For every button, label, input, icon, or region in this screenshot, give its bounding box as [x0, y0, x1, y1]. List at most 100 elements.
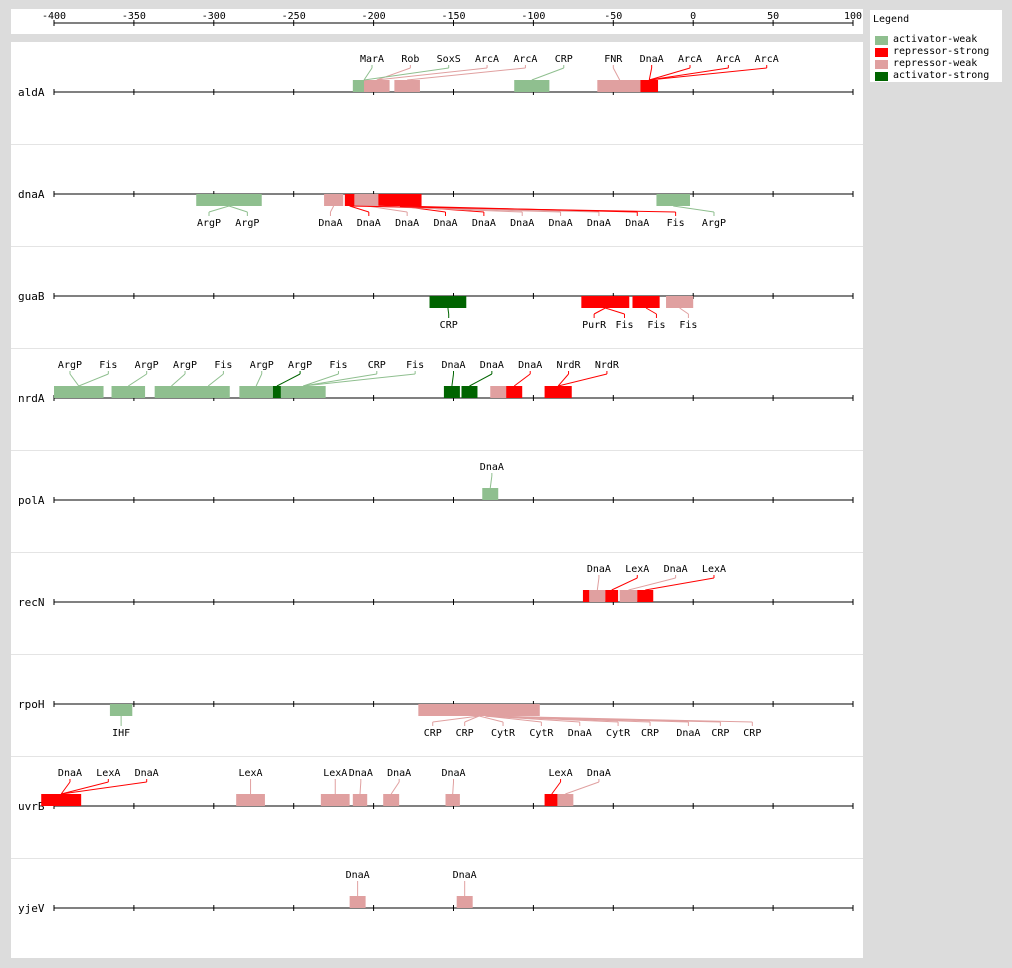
binding-site-box: [619, 590, 638, 602]
legend-title: Legend: [873, 14, 910, 25]
gene-track-nrdA: nrdA ArgP Fis ArgP ArgP Fis ArgP ArgP Fis CRP Fis D…: [11, 348, 863, 405]
factor-label: DnaA: [318, 218, 342, 229]
factor-label: DnaA: [441, 768, 465, 779]
factor-label: LexA: [702, 564, 726, 575]
factor-label: CytR: [491, 728, 516, 739]
label-connector: [605, 307, 625, 315]
axis-tick-label: 100: [844, 11, 862, 22]
label-connector: [228, 205, 248, 213]
factor-label: CRP: [711, 728, 729, 739]
legend-label: activator-weak: [893, 34, 978, 45]
factor-label: DnaA: [640, 54, 664, 65]
gene-name: uvrB: [18, 800, 45, 813]
label-connector: [565, 781, 600, 795]
label-connector: [359, 781, 362, 795]
factor-label: CRP: [424, 728, 442, 739]
factor-label: DnaA: [480, 462, 504, 473]
factor-label: DnaA: [58, 768, 82, 779]
axis-tick-label: -100: [521, 11, 545, 22]
label-connector: [628, 577, 676, 591]
factor-label: DnaA: [587, 768, 611, 779]
factor-label: ArgP: [235, 218, 259, 229]
label-connector: [128, 373, 147, 387]
label-connector: [551, 781, 561, 795]
label-connector: [464, 715, 480, 723]
label-connector: [478, 715, 504, 723]
binding-site-box: [506, 386, 523, 398]
label-connector: [330, 205, 335, 213]
binding-site-box: [239, 386, 273, 398]
label-connector: [645, 577, 715, 591]
binding-site-box: [597, 80, 643, 92]
factor-label: DnaA: [510, 218, 534, 229]
factor-label: LexA: [323, 768, 347, 779]
binding-site-box: [383, 794, 400, 806]
factor-label: DnaA: [433, 218, 457, 229]
label-connector: [451, 373, 454, 387]
label-connector: [593, 307, 606, 315]
legend-label: repressor-weak: [893, 58, 978, 69]
factor-label: Fis: [406, 360, 424, 371]
gene-track-polA: polA DnaA: [11, 450, 863, 507]
label-connector: [276, 373, 301, 387]
factor-label: ArgP: [702, 218, 726, 229]
binding-site-box: [354, 194, 380, 206]
factor-label: ArgP: [197, 218, 221, 229]
factor-label: Fis: [679, 320, 697, 331]
factor-label: DnaA: [395, 218, 419, 229]
label-connector: [489, 475, 493, 489]
factor-label: MarA: [360, 54, 384, 65]
factor-label: DnaA: [568, 728, 592, 739]
factor-label: ArcA: [475, 54, 499, 65]
label-connector: [407, 67, 526, 81]
binding-site-box: [666, 296, 694, 308]
factor-label: NrdR: [557, 360, 582, 371]
factor-label: Rob: [401, 54, 419, 65]
factor-label: PurR: [582, 320, 607, 331]
factor-label: IHF: [112, 728, 130, 739]
binding-site-box: [445, 794, 460, 806]
gene-name: nrdA: [18, 392, 45, 405]
factor-label: LexA: [96, 768, 120, 779]
factor-label: ArgP: [173, 360, 197, 371]
label-connector: [376, 67, 411, 81]
factor-label: DnaA: [664, 564, 688, 575]
label-connector: [171, 373, 186, 387]
binding-site-box: [637, 590, 654, 602]
binding-site-box: [582, 590, 590, 602]
axis-panel: -400 -350 -300 -250 -200 -150 -100 -50 0 50 100: [11, 9, 863, 34]
binding-site-box: [443, 386, 460, 398]
gene-name: polA: [18, 494, 45, 507]
gene-name: rpoH: [18, 698, 45, 711]
label-connector: [367, 205, 408, 213]
factor-label: ArgP: [58, 360, 82, 371]
legend-label: activator-strong: [893, 70, 990, 81]
factor-label: DnaA: [357, 218, 381, 229]
binding-site-box: [41, 794, 82, 806]
factor-label: CRP: [368, 360, 386, 371]
factor-label: ArgP: [135, 360, 159, 371]
factor-label: NrdR: [595, 360, 620, 371]
label-connector: [432, 715, 480, 723]
factor-label: DnaA: [349, 768, 373, 779]
label-connector: [61, 781, 109, 795]
gene-track-recN: recN DnaA LexA DnaA LexA: [11, 552, 863, 609]
label-connector: [649, 67, 729, 81]
factor-label: DnaA: [135, 768, 159, 779]
gene-name: aldA: [18, 86, 45, 99]
factor-label: CRP: [555, 54, 573, 65]
binding-site-box: [394, 80, 420, 92]
label-connector: [60, 781, 71, 795]
binding-site-box: [581, 296, 630, 308]
label-connector: [531, 67, 564, 81]
label-connector: [558, 373, 608, 387]
label-connector: [648, 67, 653, 81]
factor-label: CRP: [456, 728, 474, 739]
label-connector: [679, 307, 689, 315]
label-connector: [645, 307, 657, 315]
binding-site-box: [514, 80, 550, 92]
factor-label: Fis: [99, 360, 117, 371]
label-connector: [557, 373, 569, 387]
factor-label: Fis: [214, 360, 232, 371]
